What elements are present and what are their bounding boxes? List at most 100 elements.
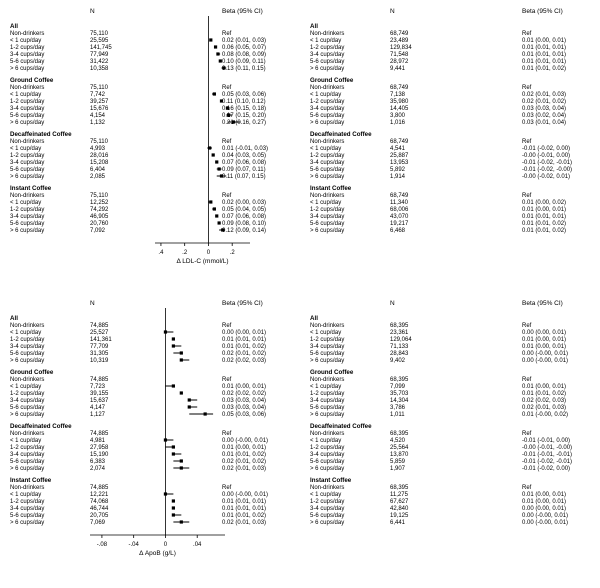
row-label: 5-6 cups/day: [10, 351, 44, 357]
row-n: 14,405: [390, 106, 409, 112]
row-label: Non-drinkers: [310, 323, 344, 329]
row-n: 9,441: [390, 66, 406, 72]
row-n: 68,006: [390, 207, 409, 213]
row-n: 25,887: [390, 153, 409, 159]
row-n: 10,358: [90, 66, 109, 72]
row-label: 5-6 cups/day: [10, 513, 44, 519]
row-beta-ci: 0.07 (0.06, 0.08): [222, 214, 266, 220]
row-beta-ci: 0.01 (0.01, 0.02): [222, 513, 266, 519]
point-estimate: [216, 52, 220, 56]
row-beta-ci: 0.01 (0.00, 0.02): [522, 200, 566, 206]
row-label: < 1 cup/day: [10, 492, 41, 498]
row-beta-ci: Ref: [522, 85, 532, 91]
row-label: > 6 cups/day: [310, 520, 344, 526]
row-beta-ci: Ref: [222, 31, 232, 37]
row-n: 4,147: [90, 405, 106, 411]
group-heading: Instant Coffee: [310, 185, 352, 192]
row-label: > 6 cups/day: [10, 520, 44, 526]
group-heading: Decaffeinated Coffee: [10, 131, 72, 138]
point-estimate: [179, 466, 183, 470]
point-estimate: [179, 351, 183, 355]
row-beta-ci: 0.03 (0.03, 0.04): [222, 405, 266, 411]
column-header-beta: Beta (95% CI): [522, 8, 563, 15]
row-beta-ci: 0.01 (0.01, 0.02): [522, 66, 566, 72]
row-beta-ci: 0.11 (0.10, 0.12): [222, 99, 266, 105]
row-n: 5,859: [390, 459, 406, 465]
row-label: > 6 cups/day: [10, 466, 44, 472]
row-label: Non-drinkers: [10, 377, 44, 383]
row-label: 5-6 cups/day: [10, 59, 44, 65]
row-n: 1,016: [390, 120, 406, 126]
row-beta-ci: 0.01 (0.00, 0.01): [522, 38, 566, 44]
column-header-beta: Beta (95% CI): [522, 300, 563, 307]
row-beta-ci: 0.09 (0.08, 0.10): [222, 221, 266, 227]
row-n: 20,760: [90, 221, 109, 227]
row-n: 4,154: [90, 113, 106, 119]
row-beta-ci: 0.03 (0.03, 0.04): [222, 398, 266, 404]
row-n: 43,070: [390, 214, 409, 220]
row-beta-ci: -0.00 (-0.01, -0.00): [522, 445, 572, 451]
row-label: 3-4 cups/day: [10, 398, 44, 404]
row-label: > 6 cups/day: [10, 412, 44, 418]
row-label: Non-drinkers: [10, 85, 44, 91]
point-estimate: [217, 167, 221, 171]
group-heading: Instant Coffee: [310, 477, 352, 484]
row-label: < 1 cup/day: [10, 92, 41, 98]
row-beta-ci: 0.02 (0.01, 0.03): [522, 405, 566, 411]
row-n: 68,749: [390, 193, 409, 199]
row-beta-ci: 0.13 (0.11, 0.15): [222, 66, 266, 72]
row-label: < 1 cup/day: [310, 146, 341, 152]
point-estimate: [225, 106, 230, 110]
row-label: 1-2 cups/day: [10, 499, 44, 505]
row-label: Non-drinkers: [10, 431, 44, 437]
row-label: < 1 cup/day: [10, 38, 41, 44]
row-label: 5-6 cups/day: [10, 221, 44, 227]
row-n: 68,395: [390, 323, 409, 329]
point-estimate: [171, 452, 175, 456]
row-beta-ci: 0.00 (-0.00, 0.01): [222, 492, 268, 498]
row-label: > 6 cups/day: [310, 228, 344, 234]
row-n: 15,190: [90, 452, 109, 458]
row-n: 141,745: [90, 45, 112, 51]
row-n: 4,981: [90, 438, 106, 444]
row-n: 68,749: [390, 139, 409, 145]
row-n: 4,993: [90, 146, 106, 152]
row-n: 7,092: [90, 228, 106, 234]
row-beta-ci: Ref: [522, 377, 532, 383]
row-label: Non-drinkers: [310, 485, 344, 491]
row-beta-ci: Ref: [522, 31, 532, 37]
x-tick-label: 0: [164, 542, 168, 548]
row-n: 31,305: [90, 351, 109, 357]
row-label: 3-4 cups/day: [310, 214, 344, 220]
row-label: < 1 cup/day: [310, 38, 341, 44]
row-beta-ci: 0.01 (0.00, 0.01): [522, 492, 566, 498]
row-label: 5-6 cups/day: [310, 59, 344, 65]
row-label: > 6 cups/day: [310, 174, 344, 180]
row-n: 129,834: [390, 45, 412, 51]
row-label: > 6 cups/day: [310, 358, 344, 364]
group-heading: Ground Coffee: [310, 77, 354, 84]
row-beta-ci: 0.01 (0.01, 0.02): [522, 228, 566, 234]
point-estimate: [171, 499, 175, 503]
point-estimate: [211, 153, 215, 157]
row-beta-ci: 0.01 (0.01, 0.02): [222, 344, 266, 350]
row-label: 3-4 cups/day: [310, 506, 344, 512]
row-beta-ci: Ref: [222, 139, 232, 145]
row-label: > 6 cups/day: [10, 66, 44, 72]
point-estimate: [209, 38, 213, 42]
row-n: 6,468: [390, 228, 406, 234]
point-estimate: [215, 160, 219, 164]
row-label: > 6 cups/day: [10, 174, 44, 180]
row-beta-ci: 0.02 (0.01, 0.03): [222, 38, 266, 44]
row-n: 11,275: [390, 492, 409, 498]
row-label: 1-2 cups/day: [10, 391, 44, 397]
row-beta-ci: Ref: [522, 485, 532, 491]
row-label: 1-2 cups/day: [310, 45, 344, 51]
row-n: 9,402: [390, 358, 406, 364]
row-label: 3-4 cups/day: [10, 52, 44, 58]
row-beta-ci: 0.10 (0.09, 0.11): [222, 59, 266, 65]
row-n: 15,637: [90, 398, 109, 404]
row-n: 23,361: [390, 330, 409, 336]
